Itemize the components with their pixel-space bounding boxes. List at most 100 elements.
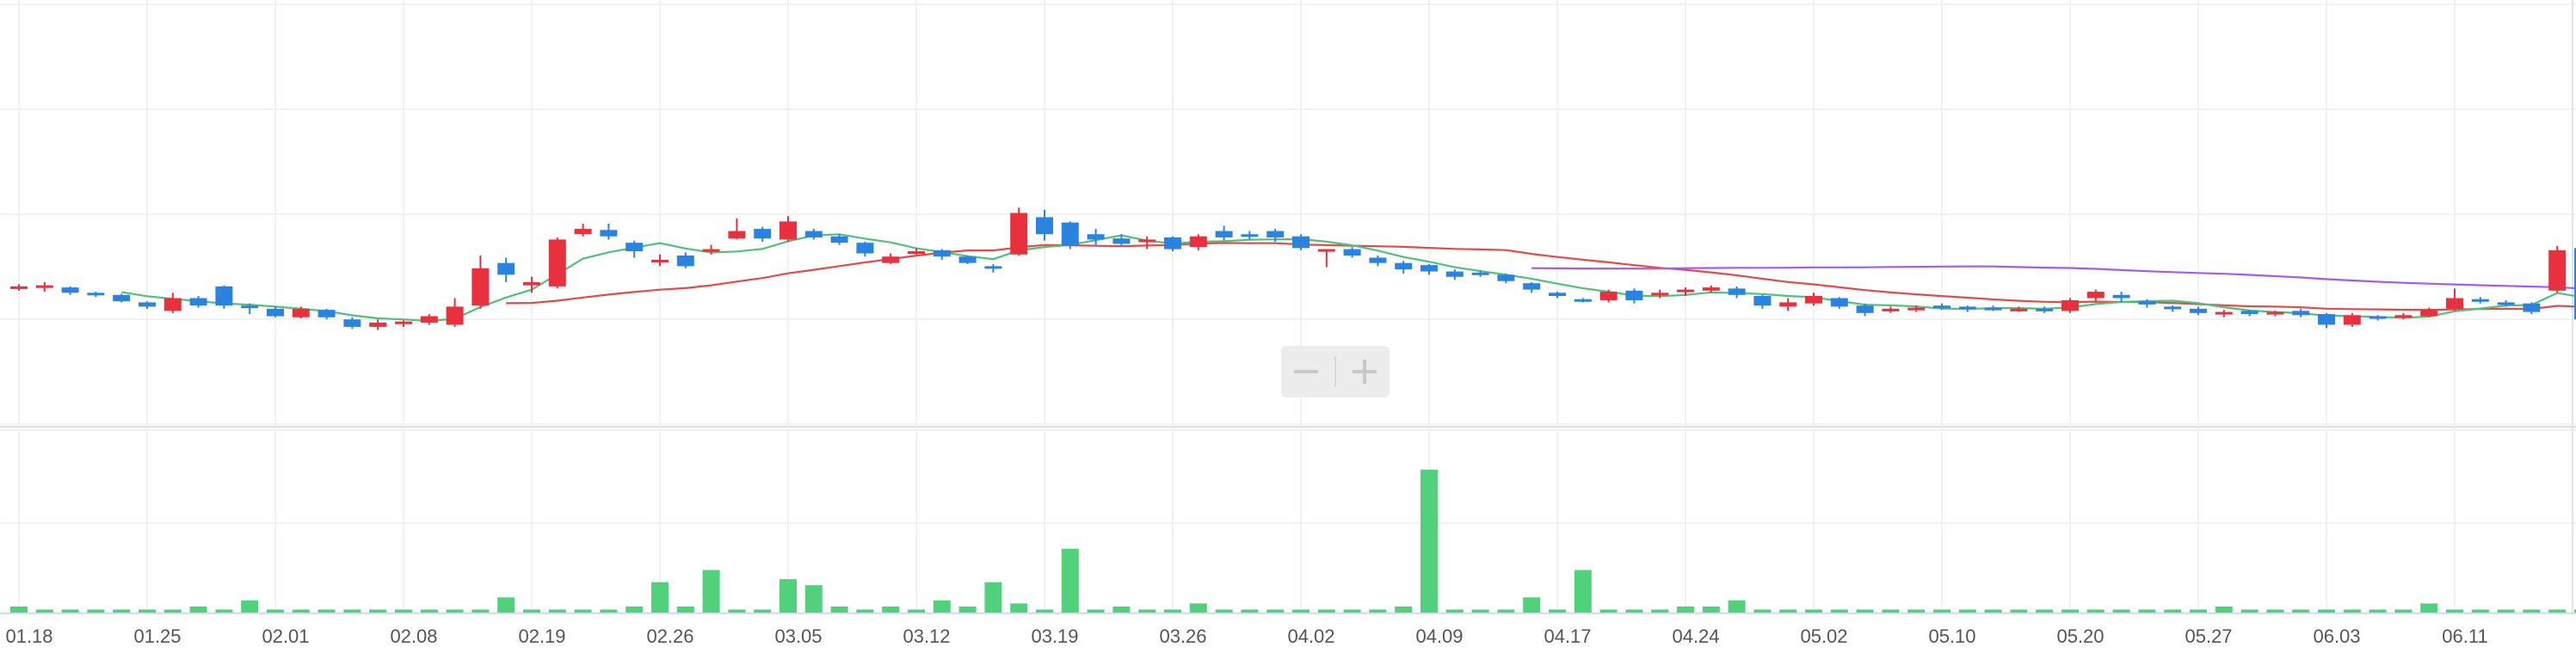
candle-body: [1241, 234, 1259, 237]
candle-body: [2086, 292, 2105, 299]
volume-bar: [548, 609, 566, 613]
candle-body: [471, 268, 490, 306]
candlestick-series: [10, 207, 2576, 330]
candle-body: [1907, 307, 1926, 311]
volume-bar: [1292, 609, 1310, 613]
candle-body: [1215, 231, 1233, 237]
candle-body: [292, 308, 310, 317]
candle-body: [856, 243, 874, 254]
x-tick-label: 02.19: [518, 625, 565, 647]
volume-bar: [2497, 609, 2515, 613]
candle-body: [497, 262, 515, 275]
volume-bar: [2061, 609, 2079, 613]
candle-body: [1497, 274, 1515, 281]
x-tick-label: 05.02: [1800, 625, 1847, 647]
candle-body: [1599, 292, 1618, 300]
volume-bar: [446, 609, 464, 613]
candle-body: [1189, 236, 1207, 248]
candle-body: [933, 249, 951, 257]
volume-bar: [1036, 609, 1053, 613]
candle-body: [651, 259, 669, 262]
zoom-in-button[interactable]: [1343, 350, 1386, 393]
candle-body: [626, 243, 644, 252]
x-tick-label: 02.08: [390, 625, 437, 647]
candle-body: [1574, 299, 1592, 302]
candle-body: [2292, 311, 2310, 316]
volume-bar: [2190, 609, 2207, 613]
volume-bar: [856, 609, 874, 613]
candle-body: [2446, 298, 2463, 309]
volume-bar: [1933, 609, 1950, 613]
volume-bar: [2010, 609, 2028, 613]
volume-bar: [2164, 609, 2182, 613]
candle-body: [1523, 283, 1541, 290]
volume-bar: [1445, 609, 1464, 613]
candle-body: [548, 239, 566, 286]
candle-body: [1010, 213, 1028, 255]
volume-bar: [1112, 606, 1131, 613]
volume-bar: [1958, 609, 1976, 613]
minus-icon: [1294, 370, 1318, 373]
candle-body: [702, 249, 720, 252]
volume-bar: [1061, 548, 1079, 613]
candle-body: [1112, 238, 1131, 244]
volume-bar: [1087, 609, 1105, 613]
x-tick-label: 01.18: [5, 625, 52, 647]
x-tick-label: 06.03: [2313, 625, 2360, 647]
candle-body: [189, 298, 207, 306]
candle-body: [1471, 272, 1489, 275]
candle-body: [1138, 239, 1156, 243]
zoom-out-button[interactable]: [1285, 350, 1328, 393]
candle-body: [1984, 307, 2002, 311]
volume-bar: [1856, 609, 1874, 613]
candle-body: [728, 231, 746, 239]
volume-bar: [2086, 609, 2105, 613]
volume-bar: [2548, 609, 2567, 613]
candle-body: [1343, 249, 1361, 256]
candle-body: [1677, 289, 1694, 293]
volume-bar: [2036, 609, 2054, 613]
volume-bar: [626, 606, 644, 613]
x-tick-label: 04.17: [1544, 625, 1591, 647]
candle-body: [1830, 298, 1848, 307]
volume-bar: [189, 606, 207, 613]
volume-bar: [600, 609, 618, 613]
candle-body: [1317, 249, 1335, 252]
x-tick-label: 01.25: [133, 625, 181, 647]
candle-body: [1036, 217, 1053, 235]
volume-bar: [1138, 609, 1156, 613]
volume-bar: [728, 609, 746, 613]
plus-icon: [1353, 360, 1377, 384]
volume-bar: [523, 609, 540, 613]
candle-body: [1805, 296, 1822, 304]
candle-body: [1856, 305, 1874, 313]
candle-body: [780, 221, 797, 240]
volume-bar: [2240, 609, 2259, 613]
candle-body: [804, 231, 823, 237]
candle-body: [2215, 311, 2233, 315]
candle-body: [87, 293, 105, 296]
candle-body: [830, 236, 848, 243]
candle-body: [1958, 306, 1976, 310]
volume-bar: [343, 609, 361, 613]
zoom-divider: [1334, 357, 1336, 386]
x-tick-label: 02.26: [646, 625, 693, 647]
candle-body: [958, 256, 977, 263]
volume-bar: [163, 609, 182, 613]
volume-bar: [471, 609, 490, 613]
candle-body: [984, 266, 1002, 269]
volume-bar: [2471, 609, 2489, 613]
volume-bar: [958, 606, 977, 613]
x-tick-label: 03.05: [774, 625, 822, 647]
volume-bar: [139, 609, 156, 613]
candle-body: [1266, 231, 1285, 237]
candle-body: [2523, 303, 2541, 312]
candle-body: [1779, 302, 1797, 307]
candle-body: [2010, 308, 2028, 311]
candle-body: [420, 316, 438, 323]
candle-body: [2138, 301, 2156, 305]
volume-bar: [1164, 609, 1181, 613]
volume-bar: [882, 606, 900, 613]
volume-bar: [2138, 609, 2156, 613]
volume-bar: [1317, 609, 1335, 613]
